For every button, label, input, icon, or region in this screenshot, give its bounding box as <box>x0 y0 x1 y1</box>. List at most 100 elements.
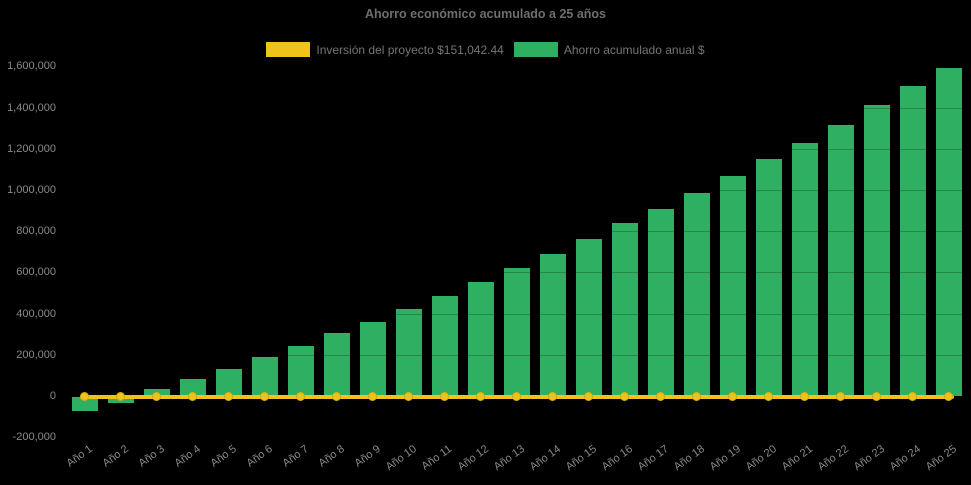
x-tick-label-year-14: Año 14 <box>527 442 563 473</box>
investment-line-point-year-5[interactable] <box>224 392 233 401</box>
investment-line-point-year-4[interactable] <box>188 392 197 401</box>
x-tick-label-year-23: Año 23 <box>851 442 887 473</box>
x-tick-label-year-2: Año 2 <box>100 442 131 470</box>
x-tick-label-year-8: Año 8 <box>316 442 347 470</box>
legend-item-savings[interactable]: Ahorro acumulado anual $ <box>513 42 705 57</box>
x-tick-label-year-17: Año 17 <box>635 442 671 473</box>
bar-year-13[interactable] <box>503 267 530 397</box>
x-tick-label-year-6: Año 6 <box>244 442 275 470</box>
bar-year-1[interactable] <box>71 396 98 411</box>
investment-line-point-year-23[interactable] <box>872 392 881 401</box>
x-tick-label-year-7: Año 7 <box>280 442 311 470</box>
x-tick-label-year-25: Año 25 <box>923 442 959 473</box>
y-tick-label-800000: 800,000 <box>16 225 56 238</box>
y-gridline-200000 <box>64 354 967 356</box>
investment-line-point-year-7[interactable] <box>296 392 305 401</box>
y-gridline-1000000 <box>64 190 967 191</box>
x-tick-label-year-21: Año 21 <box>779 442 815 473</box>
chart-legend: Inversión del proyecto $151,042.44 Ahorr… <box>0 42 971 57</box>
x-tick-label-year-18: Año 18 <box>671 442 707 473</box>
bar-year-17[interactable] <box>647 209 674 397</box>
y-gridline-1600000 <box>64 66 967 68</box>
investment-line-point-year-6[interactable] <box>260 392 269 401</box>
investment-line-point-year-8[interactable] <box>332 392 341 401</box>
investment-line-point-year-12[interactable] <box>476 392 485 401</box>
investment-line-point-year-25[interactable] <box>944 392 953 401</box>
bar-year-20[interactable] <box>755 158 782 397</box>
bar-year-21[interactable] <box>791 142 818 397</box>
investment-line-point-year-14[interactable] <box>548 392 557 401</box>
bar-year-9[interactable] <box>359 321 386 397</box>
investment-line-point-year-16[interactable] <box>620 392 629 401</box>
savings-legend-swatch <box>513 42 558 57</box>
bar-year-8[interactable] <box>323 333 350 397</box>
bar-year-22[interactable] <box>827 124 854 397</box>
bar-year-7[interactable] <box>287 345 314 397</box>
bar-year-5[interactable] <box>215 368 242 397</box>
bar-year-19[interactable] <box>719 176 746 397</box>
bar-year-6[interactable] <box>251 357 278 397</box>
y-gridline-400000 <box>64 313 967 315</box>
investment-line-point-year-1[interactable] <box>80 392 89 401</box>
x-tick-label-year-1: Año 1 <box>64 442 95 470</box>
bar-year-23[interactable] <box>863 105 890 397</box>
y-tick-label-200000: 200,000 <box>16 348 56 361</box>
investment-line-point-year-2[interactable] <box>116 392 125 401</box>
investment-line-point-year-22[interactable] <box>836 392 845 401</box>
bar-year-4[interactable] <box>179 378 206 397</box>
y-tick-label-1400000: 1,400,000 <box>7 101 56 114</box>
x-tick-label-year-22: Año 22 <box>815 442 851 473</box>
bar-year-18[interactable] <box>683 193 710 397</box>
investment-legend-label: Inversión del proyecto $151,042.44 <box>316 42 504 57</box>
investment-line-point-year-24[interactable] <box>908 392 917 401</box>
investment-line-point-year-17[interactable] <box>656 392 665 401</box>
chart-title: Ahorro económico acumulado a 25 años <box>364 7 607 21</box>
x-tick-label-year-11: Año 11 <box>419 442 455 473</box>
y-gridline--200000 <box>64 437 967 439</box>
investment-line-point-year-20[interactable] <box>764 392 773 401</box>
y-gridline-1200000 <box>64 148 967 150</box>
bar-year-24[interactable] <box>899 86 926 397</box>
investment-line-point-year-19[interactable] <box>728 392 737 401</box>
investment-line-point-year-11[interactable] <box>440 392 449 401</box>
bar-year-15[interactable] <box>575 238 602 397</box>
x-tick-label-year-5: Año 5 <box>208 442 239 470</box>
investment-line-point-year-9[interactable] <box>368 392 377 401</box>
bar-year-16[interactable] <box>611 223 638 397</box>
investment-line-point-year-15[interactable] <box>584 392 593 401</box>
bar-year-12[interactable] <box>467 281 494 397</box>
x-tick-label-year-4: Año 4 <box>172 442 203 470</box>
y-gridline-800000 <box>64 231 967 233</box>
investment-legend-swatch <box>266 42 311 57</box>
bar-year-11[interactable] <box>431 295 458 397</box>
y-tick-label-1200000: 1,200,000 <box>7 142 56 155</box>
y-gridline-1400000 <box>64 107 967 109</box>
y-tick-label-1000000: 1,000,000 <box>7 184 56 196</box>
x-tick-label-year-20: Año 20 <box>743 442 779 473</box>
y-tick-label-0: 0 <box>49 390 56 402</box>
x-tick-label-year-16: Año 16 <box>599 442 635 473</box>
savings-legend-label: Ahorro acumulado anual $ <box>563 42 705 57</box>
y-gridline-600000 <box>64 272 967 274</box>
y-tick-label-600000: 600,000 <box>16 266 56 279</box>
x-tick-label-year-13: Año 13 <box>491 442 527 473</box>
bar-year-10[interactable] <box>395 308 422 397</box>
y-tick-label-1600000: 1,600,000 <box>7 60 56 73</box>
bar-year-14[interactable] <box>539 254 566 397</box>
investment-line-point-year-21[interactable] <box>800 392 809 401</box>
investment-line-point-year-3[interactable] <box>152 392 161 401</box>
y-tick-label-400000: 400,000 <box>16 307 56 320</box>
x-tick-label-year-12: Año 12 <box>455 442 491 473</box>
x-tick-label-year-10: Año 10 <box>383 442 419 473</box>
legend-item-investment[interactable]: Inversión del proyecto $151,042.44 <box>266 42 504 57</box>
bar-year-25[interactable] <box>935 67 962 397</box>
x-tick-label-year-9: Año 9 <box>352 442 383 470</box>
investment-line-point-year-10[interactable] <box>404 392 413 401</box>
x-tick-label-year-24: Año 24 <box>887 442 923 473</box>
investment-line-point-year-18[interactable] <box>692 392 701 401</box>
investment-line-point-year-13[interactable] <box>512 392 521 401</box>
x-tick-label-year-19: Año 19 <box>707 442 743 473</box>
x-tick-label-year-3: Año 3 <box>136 442 167 470</box>
